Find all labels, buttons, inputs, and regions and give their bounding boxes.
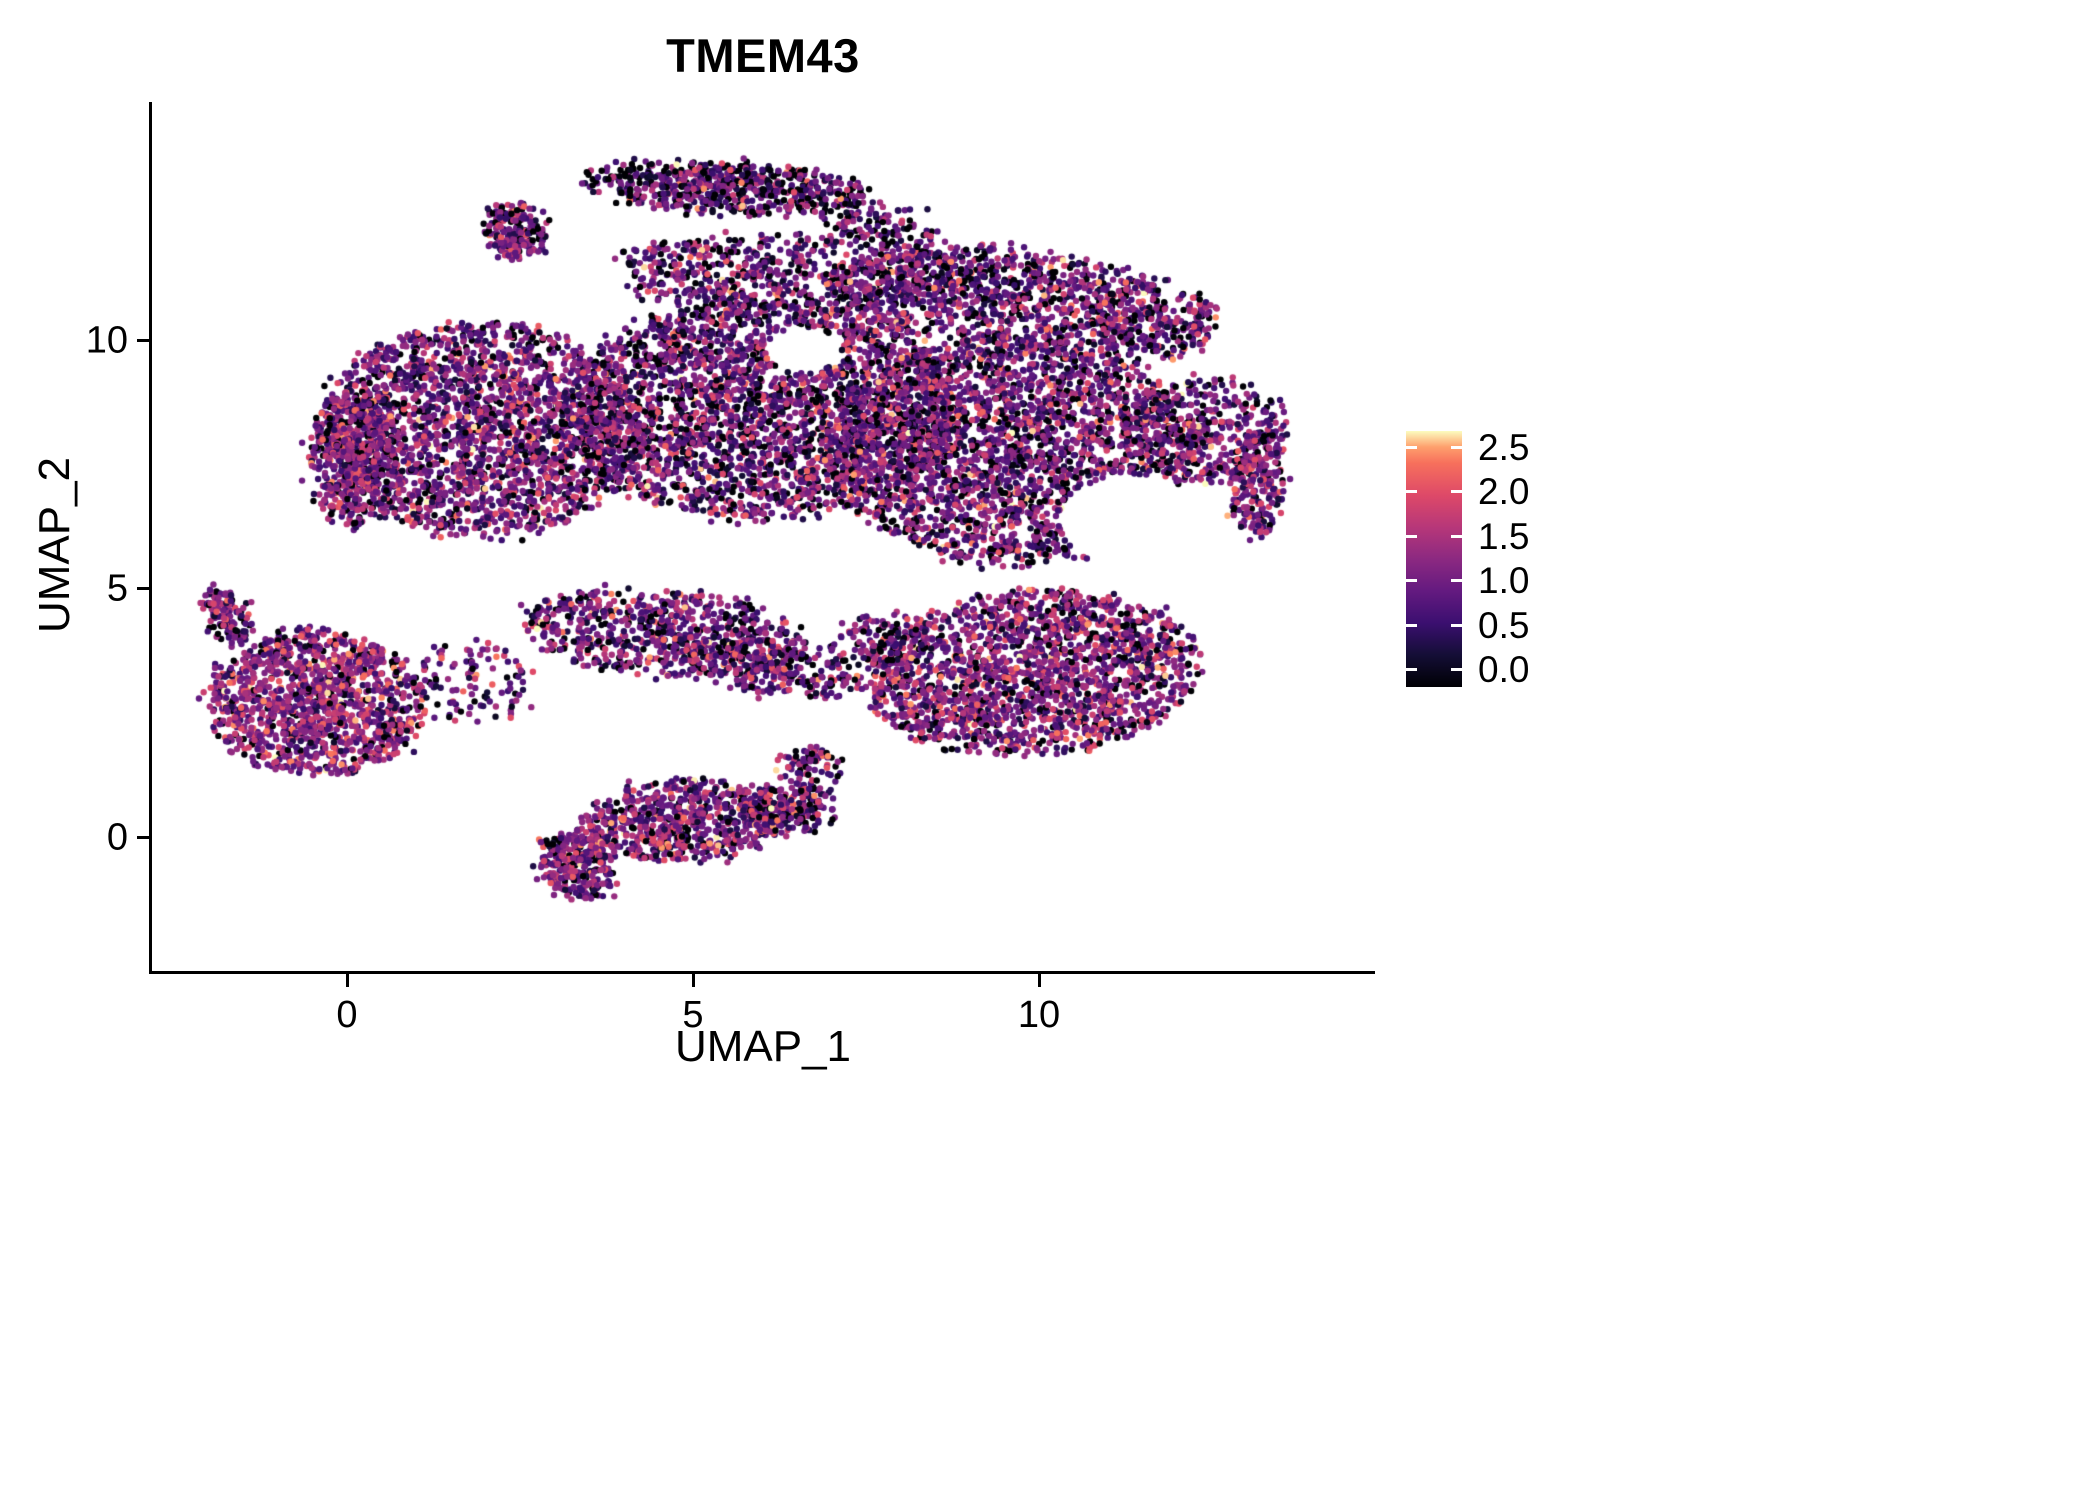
colorbar-tick [1406,668,1417,671]
y-axis-line [149,102,152,974]
x-axis-tick [346,974,349,987]
colorbar-label: 2.0 [1478,471,1530,512]
x-axis-tick [1038,974,1041,987]
y-tick-label: 0 [106,816,128,859]
x-tick-label: 0 [336,994,358,1036]
x-axis-tick [692,974,695,987]
x-tick-label: 10 [1017,994,1061,1036]
x-tick-label: 5 [682,994,704,1036]
colorbar-tick [1451,446,1462,449]
y-tick-label: 5 [106,567,128,610]
colorbar-tick [1451,579,1462,582]
colorbar-tick [1406,446,1417,449]
colorbar-tick [1406,535,1417,538]
colorbar-tick [1451,624,1462,627]
y-axis-title: UMAP_2 [30,456,79,634]
y-axis-tick [137,587,150,590]
x-axis-title: UMAP_1 [674,1022,852,1071]
colorbar-tick [1406,490,1417,493]
colorbar-label: 1.0 [1478,560,1530,601]
colorbar-tick [1406,624,1417,627]
y-axis-tick [137,836,150,839]
y-axis-tick [137,339,150,342]
plot-title: TMEM43 [666,29,860,82]
colorbar-label: 0.0 [1478,649,1530,690]
colorbar-gradient [1406,431,1462,687]
colorbar-label: 1.5 [1478,516,1530,557]
colorbar-tick [1451,535,1462,538]
colorbar-tick [1451,490,1462,493]
y-tick-label: 10 [85,319,128,362]
colorbar-tick [1451,668,1462,671]
x-axis-line [149,971,1375,974]
colorbar-label: 2.5 [1478,427,1530,468]
colorbar-label: 0.5 [1478,605,1530,646]
colorbar-tick [1406,579,1417,582]
